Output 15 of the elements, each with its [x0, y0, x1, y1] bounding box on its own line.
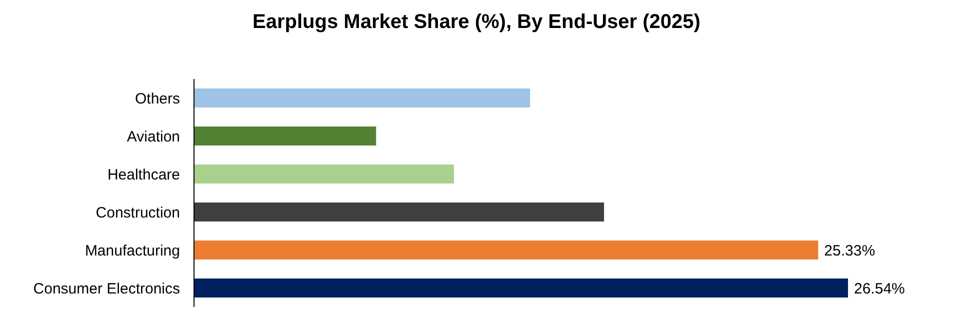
data-label: 25.33% [824, 242, 876, 260]
bar [194, 278, 848, 298]
bar [194, 240, 818, 260]
bar [194, 202, 604, 222]
data-label: 26.54% [854, 280, 905, 298]
bar [194, 164, 454, 184]
y-tick-label: Aviation [126, 128, 180, 146]
y-tick-label: Consumer Electronics [33, 280, 180, 298]
bar [194, 88, 530, 108]
y-tick-label: Manufacturing [84, 242, 180, 260]
chart-title: Earplugs Market Share (%), By End-User (2025) [252, 11, 700, 33]
bar [194, 126, 376, 146]
y-tick-label: Construction [96, 204, 180, 222]
y-tick-label: Healthcare [107, 166, 180, 184]
y-tick-label: Others [134, 90, 180, 108]
